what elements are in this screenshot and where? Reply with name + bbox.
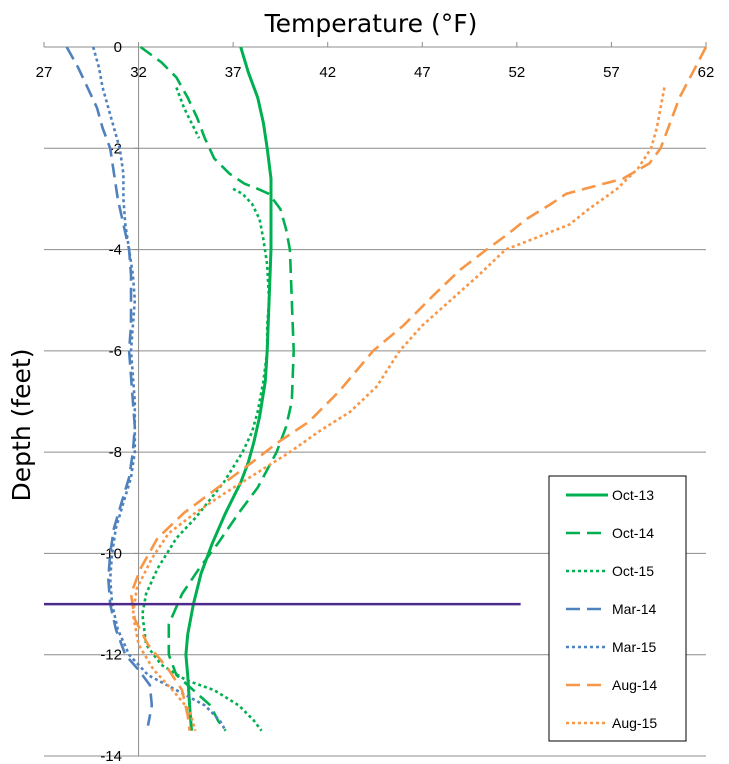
y-tick-label: -6 (109, 343, 122, 360)
x-tick-label: 37 (225, 64, 242, 81)
y-tick-label: -4 (109, 242, 122, 259)
x-tick-label: 62 (698, 64, 715, 81)
legend-label-aug-15: Aug-15 (612, 715, 657, 731)
y-tick-label: -8 (109, 444, 122, 461)
series-line-mar-14 (65, 46, 154, 726)
series-line-oct-13 (184, 46, 273, 731)
series-line-aug-14 (129, 46, 708, 731)
legend-label-mar-15: Mar-15 (612, 639, 657, 655)
series-lines (65, 45, 708, 732)
x-tick-label: 57 (603, 64, 620, 81)
y-tick-label: -10 (100, 545, 122, 562)
x-tick-label: 52 (509, 64, 526, 81)
y-tick-label: -12 (100, 647, 122, 664)
x-tick-label: 32 (130, 64, 147, 81)
y-axis-label: Depth (feet) (7, 349, 36, 502)
series-line-aug-15 (131, 87, 666, 732)
x-tick-label: 47 (414, 64, 431, 81)
y-tick-label: 0 (114, 39, 122, 56)
legend-label-aug-14: Aug-14 (612, 677, 657, 693)
tick-labels: 27 32 37 42 47 52 57 620-2-4-6-8-10-12-14 (36, 39, 715, 764)
legend-label-oct-13: Oct-13 (612, 487, 654, 503)
y-tick-label: -14 (100, 748, 122, 764)
legend: Oct-13 Oct-14 Oct-15 Mar-14 Mar-15 Aug-14 Aug-… (548, 475, 687, 742)
series-line-mar-15 (91, 46, 227, 732)
x-tick-label: 42 (319, 64, 336, 81)
legend-label-oct-14: Oct-14 (612, 525, 654, 541)
series-line-oct-15 (175, 87, 201, 139)
axes (43, 42, 707, 757)
series-line-oct-14 (139, 45, 295, 732)
legend-label-mar-14: Mar-14 (612, 601, 657, 617)
chart-title: Temperature (°F) (264, 9, 478, 38)
series-line-oct-15 (141, 187, 271, 732)
x-tick-label: 27 (36, 64, 53, 81)
legend-label-oct-15: Oct-15 (612, 563, 654, 579)
